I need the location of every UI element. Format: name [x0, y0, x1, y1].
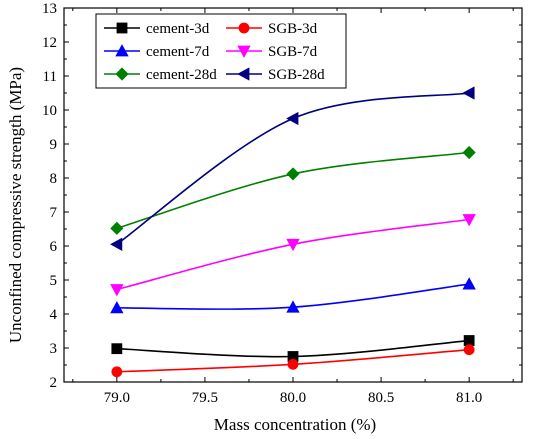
legend-marker-sgb-28d	[237, 67, 250, 81]
series-cement-3d	[111, 335, 475, 362]
series-cement-28d	[110, 145, 476, 235]
y-tick-label: 2	[50, 375, 58, 391]
data-point-sgb-7d	[110, 284, 124, 297]
y-tick-label: 3	[50, 341, 58, 357]
legend-label-sgb-7d: SGB-7d	[268, 44, 318, 60]
legend-label-cement-7d: cement-7d	[146, 44, 210, 60]
data-point-sgb-3d	[111, 366, 123, 378]
series-line-sgb-7d	[116, 218, 470, 291]
x-axis-title: Mass concentration (%)	[214, 415, 376, 434]
y-tick-label: 4	[50, 307, 58, 323]
y-tick-label: 5	[50, 273, 58, 289]
series-sgb-28d	[110, 86, 475, 251]
x-tick-label: 81.0	[456, 390, 482, 406]
series-sgb-7d	[110, 214, 476, 297]
legend-marker-sgb-3d	[238, 22, 250, 34]
series-cement-7d	[110, 277, 476, 314]
legend-label-cement-3d: cement-3d	[146, 21, 210, 37]
legend-marker-cement-28d	[115, 67, 129, 81]
legend: cement-3d SGB-3d cement-7d SGB-7d cement-28d…	[95, 13, 347, 89]
data-point-sgb-7d	[462, 214, 476, 227]
series-layer	[110, 86, 476, 378]
legend-label-sgb-3d: SGB-3d	[268, 21, 318, 37]
y-tick-label: 10	[42, 103, 57, 119]
legend-item-cement-3d: cement-3d	[104, 21, 210, 37]
series-sgb-3d	[111, 344, 475, 378]
data-point-sgb-7d	[286, 238, 300, 252]
legend-marker-cement-3d	[116, 22, 128, 34]
series-line-cement-28d	[116, 151, 470, 230]
y-tick-label: 12	[42, 35, 57, 51]
y-tick-label: 6	[50, 239, 58, 255]
legend-item-cement-28d: cement-28d	[104, 67, 217, 83]
data-point-cement-3d	[463, 335, 475, 346]
y-tick-label: 11	[43, 69, 57, 85]
y-tick-label: 13	[42, 1, 57, 17]
y-axis-title: Unconfined compressive strength (MPa)	[6, 67, 25, 343]
legend-marker-cement-7d	[115, 44, 129, 57]
legend-marker-sgb-7d	[237, 45, 251, 58]
x-tick-label: 79.0	[104, 390, 130, 406]
data-point-cement-7d	[286, 300, 300, 313]
axes-layer: 2 3 4 5 6 7 8 9 10 11 12 13 79.0 79.5 80.0 80.5 81.0	[42, 1, 523, 406]
data-point-cement-3d	[111, 343, 123, 355]
x-tick-label: 80.0	[280, 390, 306, 406]
data-point-cement-28d	[286, 167, 300, 181]
data-point-cement-7d	[110, 301, 124, 314]
y-tick-label: 7	[50, 205, 58, 221]
data-point-cement-28d	[110, 221, 124, 235]
legend-label-sgb-28d: SGB-28d	[268, 67, 325, 83]
x-tick-label: 80.5	[368, 390, 394, 406]
data-point-sgb-28d	[110, 237, 123, 251]
legend-label-cement-28d: cement-28d	[146, 67, 217, 83]
data-point-cement-7d	[462, 277, 476, 290]
legend-item-sgb-28d: SGB-28d	[226, 67, 325, 83]
data-point-sgb-28d	[286, 111, 299, 126]
legend-item-sgb-7d: SGB-7d	[226, 44, 318, 60]
data-point-sgb-3d	[287, 358, 299, 370]
y-tick-label: 8	[50, 171, 58, 187]
y-tick-label: 9	[50, 137, 58, 153]
legend-item-cement-7d: cement-7d	[104, 44, 210, 60]
data-point-cement-28d	[462, 145, 476, 160]
data-point-sgb-28d	[462, 86, 475, 100]
x-tick-label: 79.5	[192, 390, 218, 406]
legend-item-sgb-3d: SGB-3d	[226, 21, 318, 37]
data-point-sgb-3d	[463, 344, 475, 356]
